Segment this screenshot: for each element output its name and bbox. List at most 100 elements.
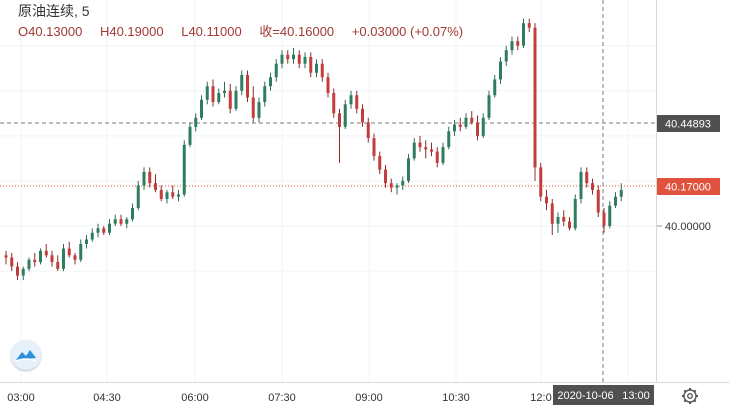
crosshair-price-label: 40.44893 — [665, 119, 711, 131]
time-tick-label: 04:30 — [93, 392, 121, 404]
candle-up — [343, 104, 347, 127]
candle-down — [355, 95, 359, 109]
candle-up — [303, 56, 307, 64]
time-tick-label: 12:0 — [530, 392, 551, 404]
candle-down — [309, 56, 313, 73]
candle-up — [274, 63, 278, 78]
candle-down — [286, 54, 290, 60]
candle-up — [96, 228, 100, 233]
candle-up — [136, 185, 140, 208]
time-tick-label: 10:30 — [442, 392, 470, 404]
candle-down — [372, 138, 376, 157]
candle-down — [476, 122, 479, 136]
candle-up — [556, 216, 560, 224]
candle-up — [401, 180, 405, 186]
candle-down — [361, 108, 364, 123]
candle-down — [56, 262, 60, 269]
candle-up — [240, 74, 244, 91]
candle-up — [349, 95, 353, 105]
candle-down — [366, 122, 370, 139]
gear-icon[interactable] — [681, 387, 699, 405]
candle-down — [470, 117, 474, 123]
candle-up — [407, 158, 410, 181]
candle-up — [223, 90, 226, 94]
candle-down — [430, 149, 433, 152]
interval-label: 5 — [81, 3, 90, 19]
grid-lines — [0, 0, 656, 382]
candle-up — [395, 185, 399, 188]
ohlc-values: O40.13000 H40.19000 L40.11000 收=40.16000… — [18, 23, 477, 40]
candle-up — [441, 147, 445, 163]
candle-up — [464, 117, 468, 127]
candle-down — [297, 54, 301, 64]
candle-up — [194, 117, 198, 127]
candle-up — [453, 124, 456, 132]
candle-up — [608, 205, 612, 226]
candle-up — [62, 248, 65, 269]
candle-down — [246, 74, 249, 98]
candle-down — [378, 156, 382, 170]
candles-group — [4, 18, 623, 281]
candle-down — [148, 171, 152, 184]
candle-up — [510, 41, 514, 51]
candle-down — [211, 86, 215, 103]
time-cursor-label-bg — [553, 385, 618, 405]
symbol-name: 原油连续 — [18, 3, 74, 19]
candle-down — [562, 216, 566, 222]
time-tick-label: 07:30 — [268, 392, 296, 404]
candle-up — [39, 250, 42, 263]
time-tick-label: 09:00 — [355, 392, 383, 404]
candle-up — [447, 131, 451, 148]
candle-down — [67, 248, 71, 256]
candle-down — [154, 183, 157, 190]
candle-down — [228, 90, 232, 109]
candle-down — [50, 255, 54, 263]
candle-down — [320, 63, 324, 78]
time-extra-label: 13:00 — [622, 390, 650, 402]
crosshair-price-label-bg — [657, 115, 720, 132]
candle-up — [142, 171, 146, 186]
candle-down — [435, 151, 439, 163]
candle-down — [119, 219, 123, 224]
candle-down — [10, 257, 14, 267]
candle-down — [424, 147, 428, 150]
candle-down — [602, 212, 606, 226]
candle-down — [527, 23, 531, 28]
candle-down — [568, 221, 571, 229]
candle-down — [550, 203, 554, 224]
tradingview-wave-icon[interactable] — [11, 340, 41, 370]
candle-down — [159, 189, 163, 199]
high-value: H40.19000 — [99, 24, 164, 39]
time-tick-label: 03:00 — [7, 392, 35, 404]
candle-up — [234, 90, 238, 109]
candle-down — [251, 97, 255, 118]
candle-down — [545, 196, 548, 204]
symbol-separator: , — [74, 3, 78, 19]
symbol-title[interactable]: 原油连续, 5 — [18, 3, 90, 20]
candle-down — [73, 255, 77, 260]
price-tick-label: 40.00000 — [665, 221, 711, 233]
candle-up — [579, 171, 583, 199]
candle-up — [113, 219, 117, 224]
candle-up — [573, 198, 577, 229]
candle-down — [458, 124, 462, 127]
last-price-label: 40.17000 — [665, 182, 711, 194]
candle-down — [539, 167, 543, 197]
candle-down — [171, 192, 175, 197]
candle-down — [418, 142, 422, 148]
candle-up — [315, 63, 318, 73]
close-value: 收=40.16000 — [259, 24, 335, 39]
candle-up — [493, 79, 497, 96]
candle-down — [384, 169, 387, 184]
candle-up — [292, 54, 295, 60]
time-axis: 03:00 04:30 06:00 07:30 09:00 10:30 12:0 — [7, 392, 551, 404]
candle-up — [487, 95, 491, 118]
candle-up — [263, 86, 267, 103]
candle-down — [326, 77, 330, 94]
candle-down — [585, 171, 589, 184]
candle-down — [591, 183, 594, 190]
candle-down — [33, 259, 37, 263]
candle-up — [131, 207, 134, 220]
open-value: O40.13000 — [18, 24, 83, 39]
